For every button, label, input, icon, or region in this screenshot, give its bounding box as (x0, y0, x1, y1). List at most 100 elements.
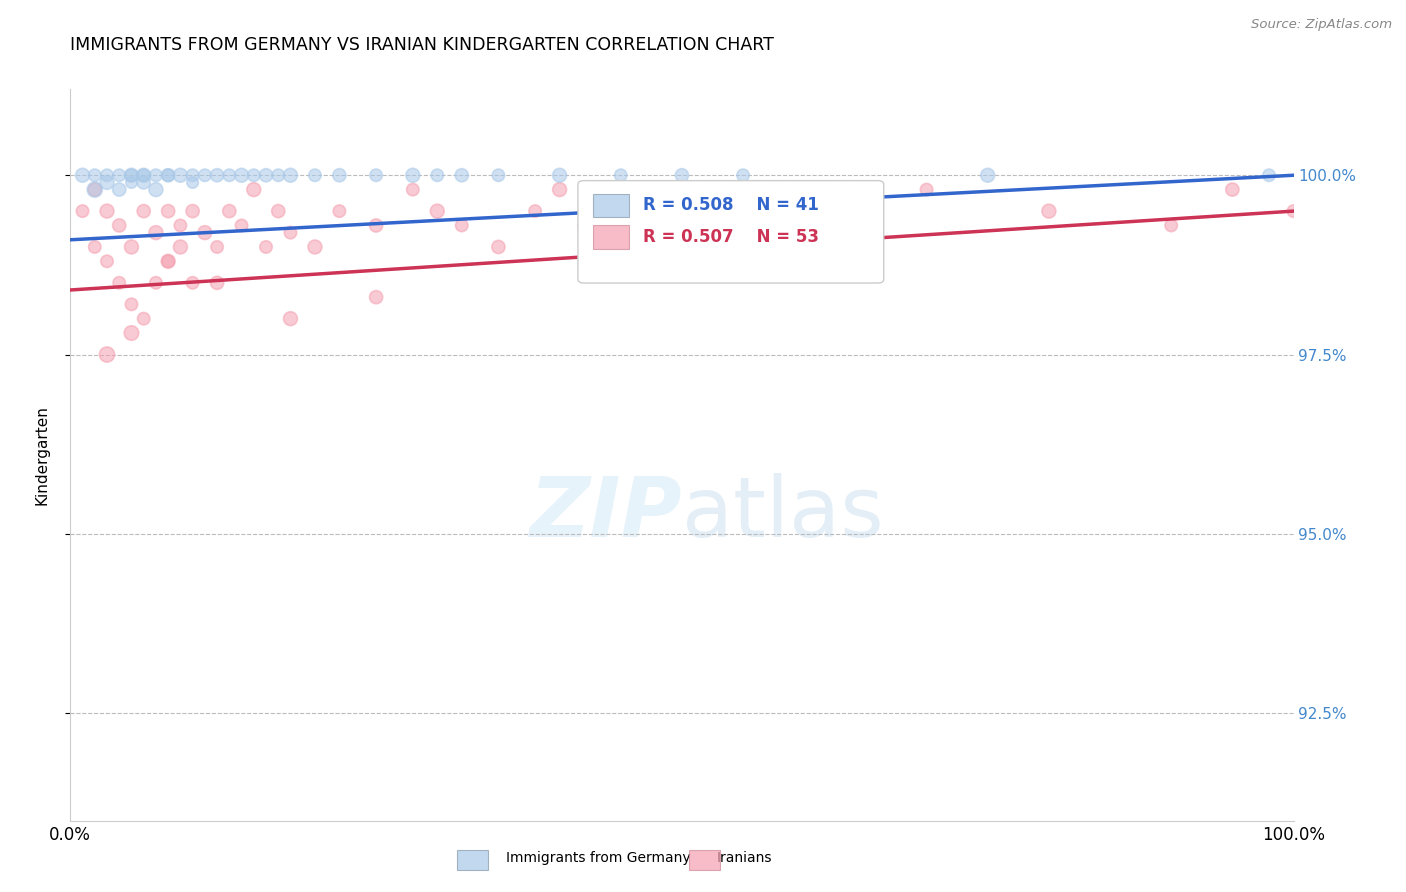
Text: R = 0.507    N = 53: R = 0.507 N = 53 (643, 228, 818, 246)
Point (83, 183, 105, 197)
Point (121, 297, 143, 311)
Point (610, 204, 633, 219)
Point (671, 168, 693, 182)
Point (121, 176, 143, 190)
Point (96, 168, 118, 182)
Point (83, 168, 105, 182)
Point (304, 240, 326, 254)
Point (132, 204, 155, 219)
Point (280, 311, 302, 326)
Point (366, 290, 388, 304)
Point (218, 168, 240, 182)
Point (169, 240, 191, 254)
Point (733, 168, 755, 182)
Point (1160, 219, 1182, 233)
Point (157, 168, 180, 182)
Point (157, 204, 180, 219)
Point (181, 276, 204, 290)
Point (96, 176, 118, 190)
Point (108, 168, 131, 182)
Point (243, 168, 266, 182)
Point (72, 204, 94, 219)
Point (328, 168, 350, 182)
Point (231, 168, 253, 182)
Point (157, 254, 180, 268)
Point (977, 168, 1000, 182)
Point (121, 240, 143, 254)
Point (426, 204, 449, 219)
Point (1258, 168, 1281, 182)
Point (194, 168, 217, 182)
Point (366, 168, 388, 182)
Point (488, 240, 510, 254)
Point (169, 219, 191, 233)
Point (450, 168, 472, 182)
Point (132, 311, 155, 326)
Point (157, 254, 180, 268)
Point (132, 168, 155, 182)
Point (72, 168, 94, 182)
Point (121, 326, 143, 340)
Point (231, 219, 253, 233)
Point (205, 240, 228, 254)
FancyBboxPatch shape (592, 194, 630, 218)
Point (1038, 204, 1060, 219)
Point (96, 347, 118, 361)
Point (121, 168, 143, 182)
Point (855, 204, 877, 219)
Point (145, 226, 167, 240)
Text: IMMIGRANTS FROM GERMANY VS IRANIAN KINDERGARTEN CORRELATION CHART: IMMIGRANTS FROM GERMANY VS IRANIAN KINDE… (70, 36, 775, 54)
Point (145, 276, 167, 290)
Point (83, 183, 105, 197)
Point (915, 183, 938, 197)
Point (402, 183, 425, 197)
Point (426, 168, 449, 182)
Point (145, 183, 167, 197)
Point (181, 204, 204, 219)
Point (96, 204, 118, 219)
Point (108, 276, 131, 290)
Point (243, 183, 266, 197)
Point (254, 240, 277, 254)
Point (488, 168, 510, 182)
Point (254, 168, 277, 182)
Point (108, 219, 131, 233)
Point (671, 240, 693, 254)
Point (194, 226, 217, 240)
Point (169, 168, 191, 182)
Y-axis label: Kindergarten: Kindergarten (35, 405, 49, 505)
Point (157, 168, 180, 182)
Point (1282, 204, 1305, 219)
Point (205, 276, 228, 290)
Text: atlas: atlas (682, 473, 883, 554)
Point (548, 168, 571, 182)
FancyBboxPatch shape (592, 226, 630, 249)
Point (280, 226, 302, 240)
Point (1222, 183, 1244, 197)
Point (450, 219, 472, 233)
Point (83, 240, 105, 254)
Point (328, 204, 350, 219)
Point (548, 183, 571, 197)
Point (132, 176, 155, 190)
Point (181, 176, 204, 190)
Text: Immigrants from Germany: Immigrants from Germany (506, 851, 690, 865)
Point (793, 219, 815, 233)
Point (524, 204, 547, 219)
Point (267, 168, 290, 182)
Point (366, 219, 388, 233)
Point (572, 219, 595, 233)
FancyBboxPatch shape (578, 180, 884, 283)
Point (402, 168, 425, 182)
Point (267, 204, 290, 219)
Point (733, 204, 755, 219)
Point (145, 168, 167, 182)
Point (304, 168, 326, 182)
Point (108, 183, 131, 197)
Point (132, 168, 155, 182)
Point (610, 168, 633, 182)
Text: Source: ZipAtlas.com: Source: ZipAtlas.com (1251, 18, 1392, 31)
Point (280, 168, 302, 182)
Point (96, 254, 118, 268)
Text: Iranians: Iranians (717, 851, 772, 865)
